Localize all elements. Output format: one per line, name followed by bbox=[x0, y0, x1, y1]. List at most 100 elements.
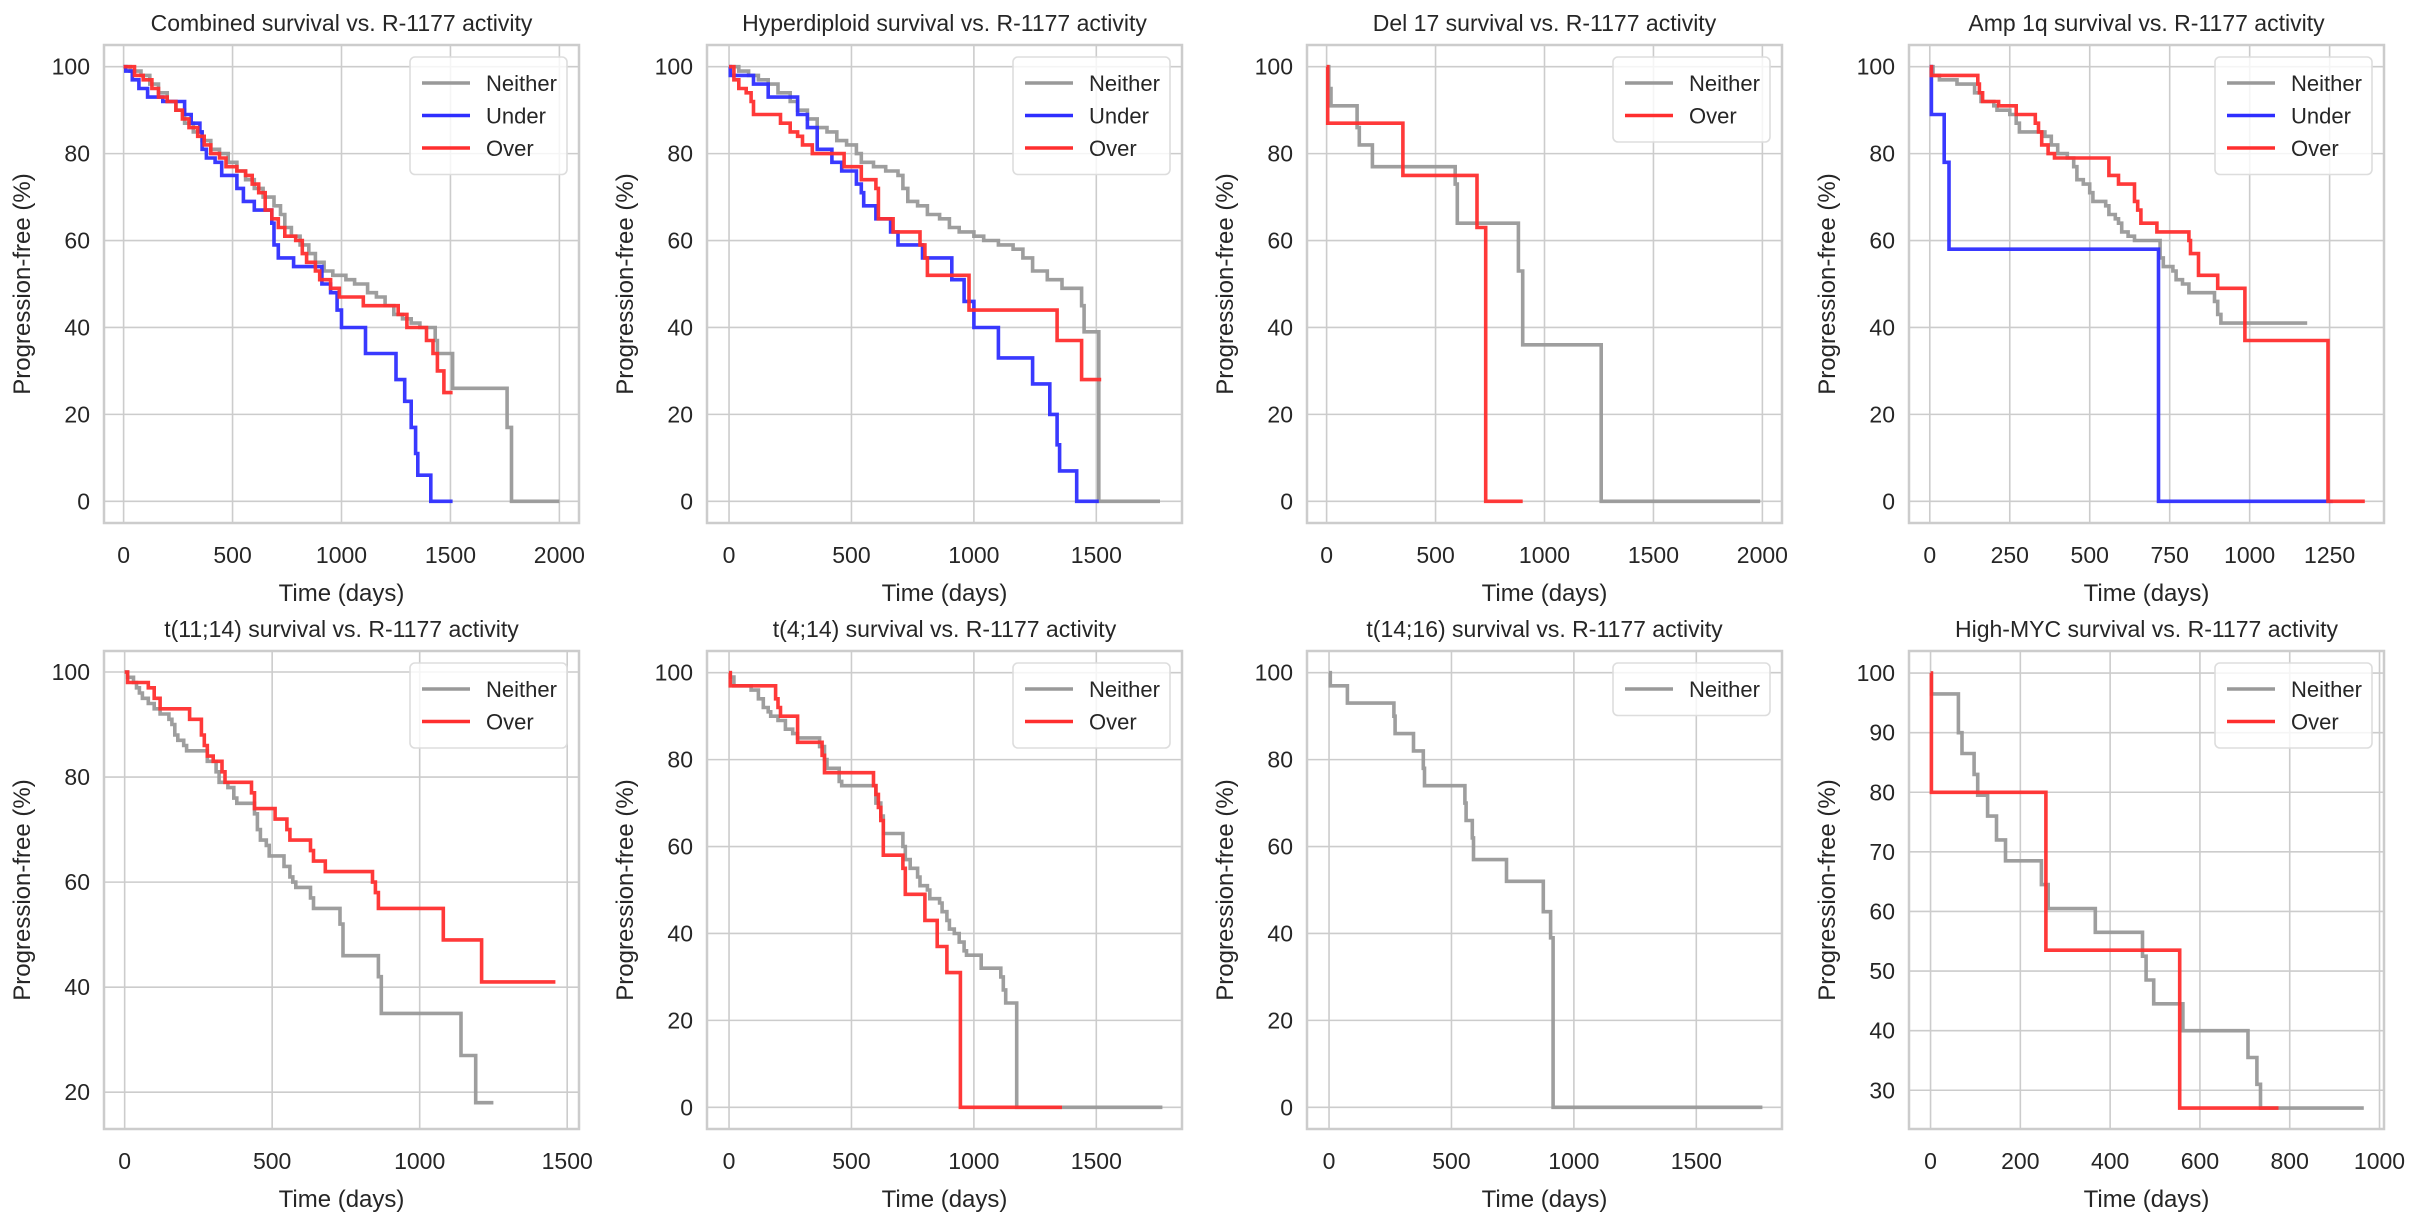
series-line-neither bbox=[1328, 670, 1763, 1110]
y-tick-label: 0 bbox=[680, 488, 693, 514]
y-tick-label: 40 bbox=[64, 974, 90, 1000]
legend-label-over: Over bbox=[2291, 710, 2339, 735]
chart-title: Combined survival vs. R-1177 activity bbox=[151, 10, 533, 36]
x-tick-label: 500 bbox=[1432, 1148, 1470, 1174]
legend-box bbox=[409, 56, 568, 176]
plot-frame bbox=[705, 43, 1184, 525]
x-tick-label: 1500 bbox=[1071, 1148, 1122, 1174]
y-tick-label: 0 bbox=[1882, 488, 1895, 514]
y-axis-label: Progression-free (%) bbox=[612, 173, 639, 394]
chart-title: t(11;14) survival vs. R-1177 activity bbox=[164, 616, 519, 642]
y-tick-label: 20 bbox=[64, 1079, 90, 1105]
series-line-over bbox=[1929, 671, 2279, 1110]
x-tick-label: 750 bbox=[2151, 542, 2189, 568]
legend: Neither Under Over bbox=[2214, 56, 2373, 176]
x-tick-label: 1000 bbox=[1519, 542, 1570, 568]
x-tick-label: 0 bbox=[1323, 1148, 1336, 1174]
y-tick-label: 80 bbox=[1267, 747, 1293, 773]
x-tick-label: 0 bbox=[723, 542, 736, 568]
x-tick-label: 500 bbox=[253, 1148, 291, 1174]
y-tick-label: 20 bbox=[64, 401, 90, 427]
x-tick-label: 1500 bbox=[1671, 1148, 1722, 1174]
legend-label-neither: Neither bbox=[1089, 677, 1160, 702]
series-line-neither bbox=[729, 64, 1160, 504]
y-tick-label: 20 bbox=[1869, 401, 1895, 427]
chart-panel-7: 0 500 1000 1500 0 20 40 60 80 100 t(14;16) surviva… bbox=[1212, 616, 1784, 1213]
series-line-neither bbox=[728, 670, 1163, 1110]
series-line-over bbox=[123, 64, 453, 395]
legend-label-under: Under bbox=[486, 104, 546, 129]
x-tick-label: 1000 bbox=[1548, 1148, 1599, 1174]
legend-label-under: Under bbox=[1089, 104, 1149, 129]
y-tick-label: 40 bbox=[667, 314, 693, 340]
y-tick-label: 70 bbox=[1869, 839, 1895, 865]
legend-label-over: Over bbox=[1689, 104, 1737, 129]
y-tick-label: 80 bbox=[667, 747, 693, 773]
y-tick-label: 20 bbox=[667, 401, 693, 427]
chart-title: Hyperdiploid survival vs. R-1177 activit… bbox=[742, 10, 1147, 36]
y-tick-label: 40 bbox=[1869, 1018, 1895, 1044]
x-tick-label: 1000 bbox=[394, 1148, 445, 1174]
y-tick-label: 40 bbox=[667, 920, 693, 946]
plot-frame bbox=[102, 649, 581, 1131]
x-tick-label: 500 bbox=[832, 542, 870, 568]
legend: Neither bbox=[1612, 662, 1771, 717]
y-tick-label: 100 bbox=[655, 660, 693, 686]
x-axis-label: Time (days) bbox=[279, 1186, 405, 1213]
chart-panel-2: 0 500 1000 1500 0 20 40 60 80 100 Hyperdiploid sur… bbox=[612, 10, 1184, 607]
legend-label-neither: Neither bbox=[1089, 71, 1160, 96]
x-tick-label: 2000 bbox=[1737, 542, 1788, 568]
plot-frame bbox=[1907, 649, 2386, 1131]
legend: Neither Over bbox=[2214, 662, 2373, 749]
legend-label-neither: Neither bbox=[486, 71, 557, 96]
x-axis-label: Time (days) bbox=[279, 580, 405, 607]
y-tick-label: 20 bbox=[1267, 401, 1293, 427]
y-tick-label: 40 bbox=[64, 314, 90, 340]
y-axis-label: Progression-free (%) bbox=[9, 779, 36, 1000]
legend-box bbox=[1012, 662, 1171, 749]
y-axis-label: Progression-free (%) bbox=[1212, 779, 1239, 1000]
y-tick-label: 0 bbox=[77, 488, 90, 514]
x-tick-label: 0 bbox=[118, 1148, 131, 1174]
y-tick-label: 60 bbox=[64, 869, 90, 895]
y-tick-label: 60 bbox=[1267, 834, 1293, 860]
chart-panel-3: 0 500 1000 1500 2000 0 20 40 60 80 100 Del 17 survi… bbox=[1212, 10, 1788, 607]
x-tick-label: 1000 bbox=[2224, 542, 2275, 568]
y-tick-label: 50 bbox=[1869, 958, 1895, 984]
x-tick-label: 0 bbox=[1924, 1148, 1937, 1174]
y-tick-label: 60 bbox=[667, 834, 693, 860]
x-tick-label: 0 bbox=[117, 542, 130, 568]
series-line-over bbox=[728, 670, 1062, 1110]
y-tick-label: 30 bbox=[1869, 1077, 1895, 1103]
x-tick-label: 1500 bbox=[1628, 542, 1679, 568]
x-axis-label: Time (days) bbox=[1482, 580, 1608, 607]
y-axis-label: Progression-free (%) bbox=[1212, 173, 1239, 394]
legend-label-neither: Neither bbox=[1689, 677, 1760, 702]
x-tick-label: 800 bbox=[2271, 1148, 2309, 1174]
x-tick-label: 2000 bbox=[534, 542, 585, 568]
y-tick-label: 80 bbox=[667, 141, 693, 167]
x-tick-label: 250 bbox=[1991, 542, 2029, 568]
x-tick-label: 0 bbox=[1923, 542, 1936, 568]
y-tick-label: 40 bbox=[1267, 314, 1293, 340]
x-tick-label: 1000 bbox=[2354, 1148, 2405, 1174]
y-tick-label: 60 bbox=[1869, 228, 1895, 254]
x-tick-label: 0 bbox=[1320, 542, 1333, 568]
x-tick-label: 1000 bbox=[316, 542, 367, 568]
legend-box bbox=[2214, 662, 2373, 749]
chart-panel-8: 0 200 400 600 800 1000 30 40 50 60 70 80 90 100 High-M… bbox=[1814, 616, 2405, 1213]
plot-frame bbox=[705, 649, 1184, 1131]
series-line-neither bbox=[1326, 64, 1761, 504]
y-axis-label: Progression-free (%) bbox=[1814, 173, 1841, 394]
chart-panel-1: 0 500 1000 1500 2000 0 20 40 60 80 100 Combined sur… bbox=[9, 10, 585, 607]
y-tick-label: 60 bbox=[64, 228, 90, 254]
x-tick-label: 400 bbox=[2091, 1148, 2129, 1174]
y-tick-label: 0 bbox=[680, 1094, 693, 1120]
chart-panel-4: 0 250 500 750 1000 1250 0 20 40 60 80 100 Amp 1q sur… bbox=[1814, 10, 2386, 607]
y-tick-label: 60 bbox=[667, 228, 693, 254]
plot-frame bbox=[1305, 43, 1784, 525]
y-tick-label: 40 bbox=[1267, 920, 1293, 946]
x-tick-label: 500 bbox=[213, 542, 251, 568]
legend: Neither Under Over bbox=[409, 56, 568, 176]
